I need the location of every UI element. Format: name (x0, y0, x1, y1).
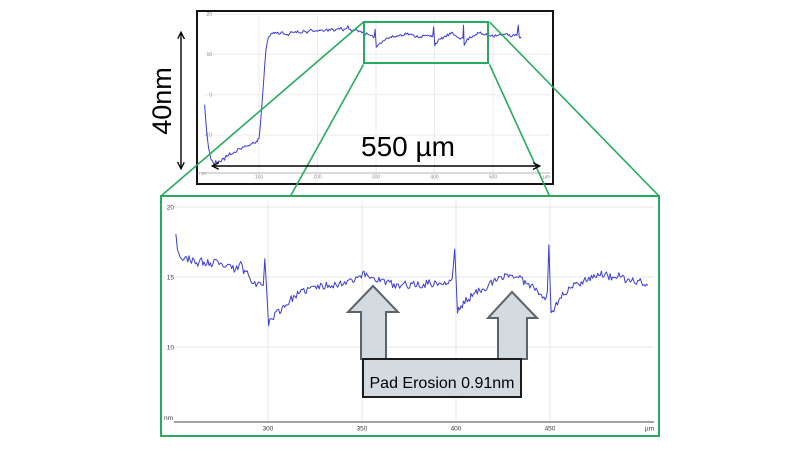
x-tick-label: 100 (255, 175, 264, 181)
y-tick-label: -10 (205, 133, 212, 139)
zoomed-profile-chart: 20 15 10 300 350 400 450 µm nm (160, 195, 660, 437)
x-tick-label: 300 (372, 175, 381, 181)
y-axis-unit: nm (164, 415, 173, 422)
x-tick-label: 400 (430, 175, 439, 181)
x-axis-unit: µm (645, 426, 654, 433)
y-tick-label: 10 (206, 52, 212, 58)
x-axis-unit: µm (543, 175, 550, 181)
y-tick-label: 20 (167, 204, 175, 211)
pad-erosion-text: Pad Erosion 0.91nm (369, 375, 515, 392)
x-tick-label: 300 (263, 426, 274, 433)
x-tick-label: 500 (489, 175, 498, 181)
x-tick-label: 350 (357, 426, 368, 433)
x-tick-label: 200 (313, 175, 322, 181)
y-tick-label: 10 (167, 344, 175, 351)
x-tick-label: 450 (545, 426, 556, 433)
x-tick-label: 400 (451, 426, 462, 433)
height-annotation: 40nm (147, 67, 177, 135)
y-axis-unit: nm (199, 171, 206, 177)
zoomed-profile-plot: 20 15 10 300 350 400 450 µm nm (164, 199, 654, 433)
y-tick-label: 15 (167, 274, 175, 281)
pad-erosion-label: Pad Erosion 0.91nm (362, 358, 522, 398)
profile-trace (175, 233, 649, 327)
y-tick-label: 20 (206, 12, 212, 18)
zoom-region-box (363, 21, 489, 64)
width-annotation: 550 µm (361, 131, 455, 162)
y-tick-label: 0 (209, 92, 212, 98)
